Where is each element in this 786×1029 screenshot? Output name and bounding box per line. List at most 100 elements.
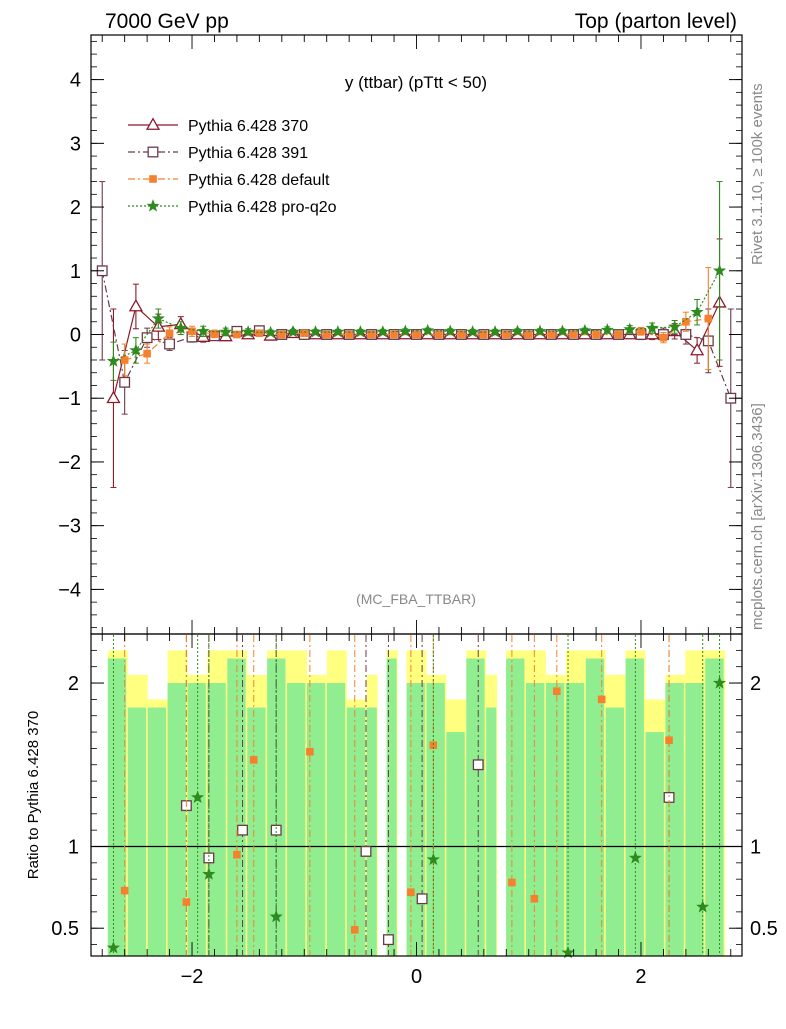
- legend-label: Pythia 6.428 default: [188, 172, 330, 189]
- band-1sigma: [346, 707, 366, 956]
- ratio-panel: 0.5 0.5 1 1 2 2 −2 0 2 Ratio to Pythia 6.428 370: [25, 633, 778, 988]
- data-point: [264, 325, 278, 339]
- data-point: [704, 314, 713, 323]
- data-point: [690, 305, 704, 318]
- data-point: [164, 338, 176, 350]
- y-tick-label: 1: [70, 261, 81, 283]
- data-point: [412, 330, 421, 339]
- data-point: [202, 867, 216, 880]
- ratio-y-tick-label-right: 1: [750, 836, 761, 858]
- legend-entry: Pythia 6.428 391: [128, 145, 308, 162]
- data-point: [407, 888, 415, 897]
- data-point: [143, 349, 151, 358]
- x-tick-label: 0: [411, 966, 422, 988]
- data-point: [269, 909, 283, 923]
- data-point: [645, 321, 659, 334]
- data-point: [488, 325, 502, 338]
- band-1sigma: [187, 683, 206, 956]
- data-point: [426, 852, 440, 866]
- data-point: [353, 325, 367, 338]
- data-point: [106, 354, 121, 367]
- data-point: [210, 330, 219, 338]
- y-tick-label: 0: [70, 325, 81, 347]
- data-point: [555, 324, 569, 337]
- ratio-y-tick-label: 0.5: [51, 918, 79, 940]
- data-point: [120, 886, 129, 895]
- band-1sigma: [605, 707, 625, 956]
- data-point: [191, 790, 205, 803]
- y-tick-label: −1: [58, 388, 81, 410]
- data-point: [472, 759, 484, 771]
- data-point: [547, 330, 555, 339]
- data-point: [270, 824, 282, 836]
- data-point: [502, 330, 511, 339]
- data-point: [561, 945, 575, 959]
- band-1sigma: [446, 732, 465, 956]
- data-point: [466, 325, 480, 338]
- data-point: [255, 329, 264, 338]
- data-point: [249, 756, 258, 764]
- data-point: [668, 320, 682, 333]
- band-1sigma: [426, 683, 445, 956]
- data-point: [530, 894, 539, 903]
- legend-label: Pythia 6.428 370: [188, 118, 308, 135]
- ratio-plot-area: [91, 635, 742, 959]
- band-1sigma: [107, 658, 127, 956]
- data-point: [128, 298, 144, 312]
- data-point: [233, 850, 241, 859]
- data-point: [569, 330, 578, 339]
- data-point: [553, 687, 561, 696]
- data-point: [600, 323, 614, 336]
- x-tick-label: −2: [181, 966, 204, 988]
- main-axis-ticks: −4 −3 −2 −1 0 1 2 3 4: [58, 35, 742, 634]
- band-1sigma: [506, 658, 525, 956]
- band-1sigma: [585, 658, 605, 956]
- series-line: [113, 270, 721, 362]
- data-point: [151, 311, 165, 325]
- data-point: [188, 327, 196, 336]
- y-tick-label: −2: [58, 452, 81, 474]
- data-point: [350, 926, 359, 934]
- y-tick-label: −4: [58, 579, 81, 601]
- data-point: [637, 327, 645, 336]
- data-point: [510, 324, 525, 337]
- data-point: [145, 117, 161, 130]
- data-point: [696, 900, 710, 913]
- ratio-ylabel: Ratio to Pythia 6.428 370: [25, 711, 42, 879]
- data-point: [659, 333, 668, 342]
- data-point: [141, 332, 153, 344]
- data-point: [147, 146, 159, 158]
- data-point: [182, 898, 191, 906]
- ratio-y-tick-label: 2: [68, 673, 79, 695]
- data-point: [233, 330, 241, 339]
- data-point: [712, 676, 727, 689]
- band-1sigma: [366, 707, 377, 956]
- band-1sigma: [665, 683, 684, 956]
- data-point: [106, 940, 121, 954]
- band-1sigma: [247, 707, 266, 956]
- band-1sigma: [127, 707, 147, 956]
- data-point: [614, 330, 623, 339]
- data-point: [398, 324, 412, 337]
- y-tick-label: −3: [58, 516, 81, 538]
- data-point: [592, 330, 600, 339]
- data-point: [322, 330, 331, 339]
- series-pythia-6-428-370: [106, 238, 727, 488]
- data-point: [174, 321, 188, 334]
- data-point: [623, 322, 637, 336]
- uncertainty-bands: [107, 650, 726, 956]
- legend: Pythia 6.428 370 Pythia 6.428 391 Pythia 6…: [128, 117, 337, 216]
- data-point: [480, 330, 488, 339]
- legend-label: Pythia 6.428 pro-q2o: [188, 199, 337, 216]
- data-point: [382, 934, 394, 946]
- band-1sigma: [645, 732, 664, 956]
- legend-entry: Pythia 6.428 default: [128, 172, 330, 189]
- x-tick-label: 2: [635, 966, 646, 988]
- y-tick-label: 2: [70, 197, 81, 219]
- legend-entry: Pythia 6.428 370: [128, 117, 308, 135]
- data-point: [443, 324, 457, 337]
- data-point: [120, 356, 129, 364]
- data-point: [524, 330, 533, 339]
- series-pythia-6-428-pro-q2o: [106, 181, 727, 381]
